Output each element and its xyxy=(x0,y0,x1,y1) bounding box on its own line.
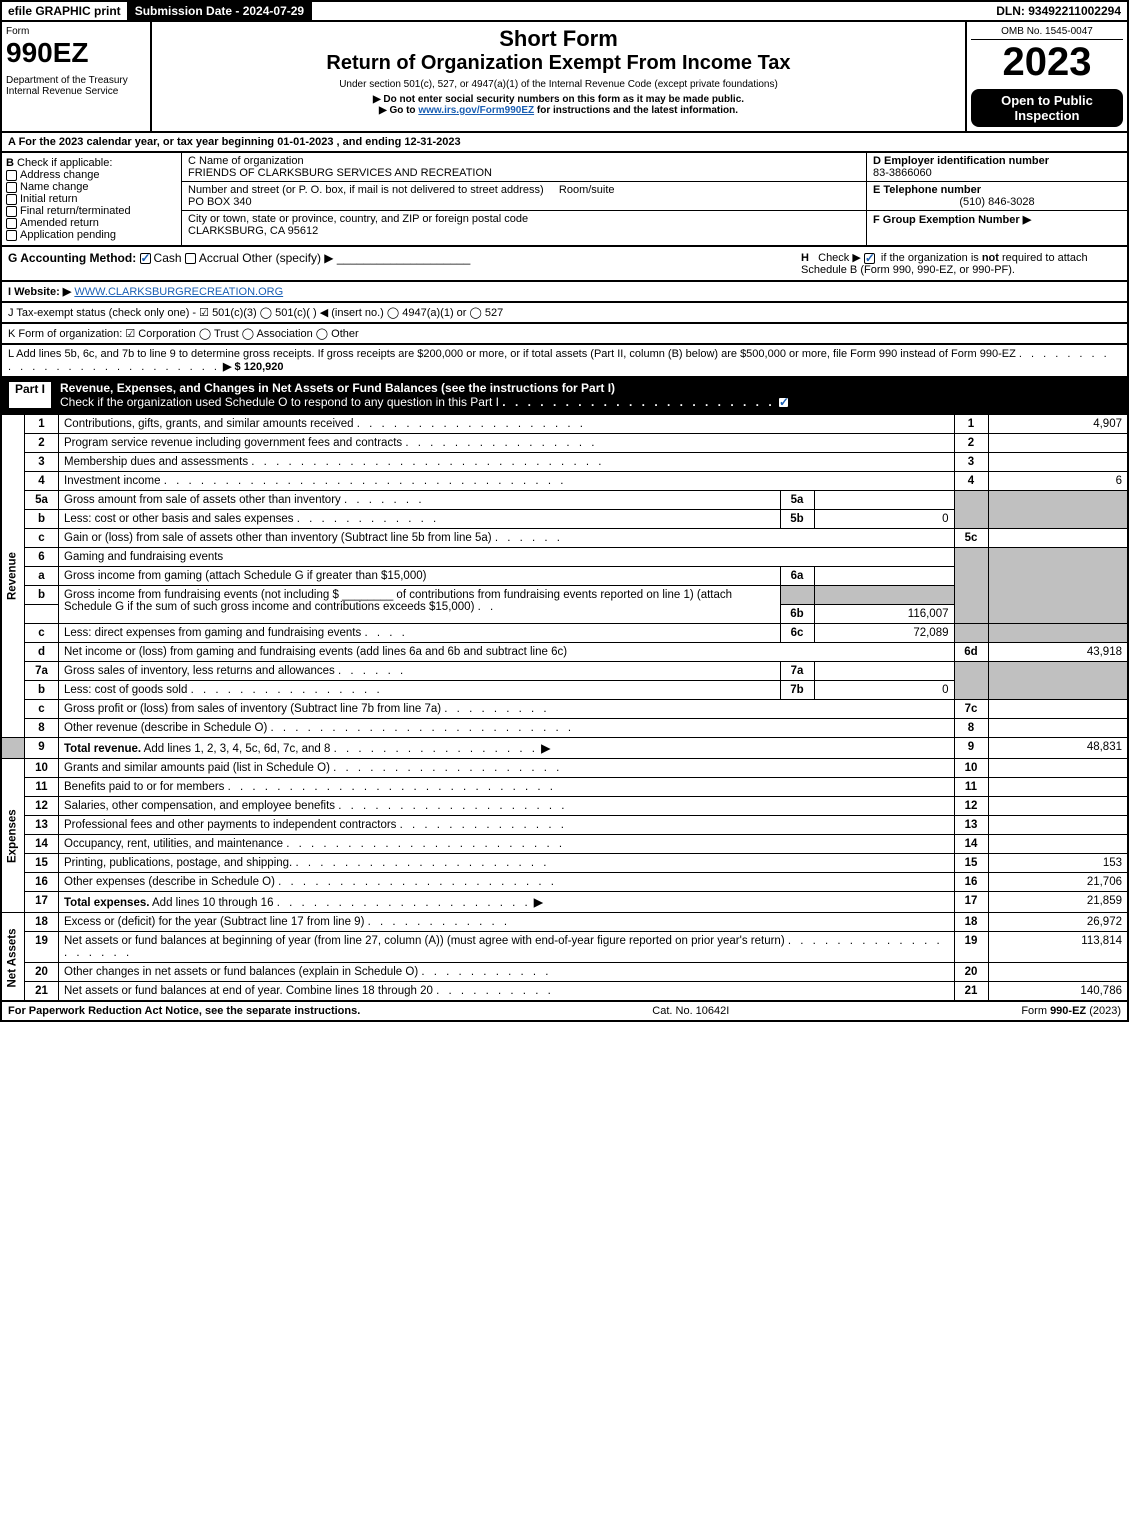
submission-date: Submission Date - 2024-07-29 xyxy=(129,2,312,20)
form-word: Form xyxy=(6,26,146,37)
revenue-label: Revenue xyxy=(1,415,25,738)
line-17-val: 21,859 xyxy=(988,892,1128,913)
col-b: B Check if applicable: Address change Na… xyxy=(2,153,182,245)
tax-year: 2023 xyxy=(971,40,1123,85)
row-l: L Add lines 5b, 6c, and 7b to line 9 to … xyxy=(0,345,1129,378)
row-i: I Website: ▶ WWW.CLARKSBURGRECREATION.OR… xyxy=(0,282,1129,303)
part1-header: Part I Revenue, Expenses, and Changes in… xyxy=(0,378,1129,414)
line-7b-val: 0 xyxy=(814,681,954,700)
form-header: Form 990EZ Department of the Treasury In… xyxy=(0,22,1129,133)
line-16-val: 21,706 xyxy=(988,873,1128,892)
phone: (510) 846-3028 xyxy=(873,196,1121,208)
line-18-val: 26,972 xyxy=(988,913,1128,932)
dept-line1: Department of the Treasury xyxy=(6,75,146,86)
cash-checkbox[interactable] xyxy=(140,253,151,264)
form-number: 990EZ xyxy=(6,37,146,69)
line-6b-val: 116,007 xyxy=(814,605,954,624)
subtitle: Under section 501(c), 527, or 4947(a)(1)… xyxy=(156,79,961,90)
part1-table: Revenue 1Contributions, gifts, grants, a… xyxy=(0,414,1129,1002)
row-j: J Tax-exempt status (check only one) - ☑… xyxy=(0,303,1129,324)
title-return: Return of Organization Exempt From Incom… xyxy=(156,52,961,75)
dept-line2: Internal Revenue Service xyxy=(6,86,146,97)
line-19-val: 113,814 xyxy=(988,932,1128,963)
page-footer: For Paperwork Reduction Act Notice, see … xyxy=(0,1002,1129,1022)
omb: OMB No. 1545-0047 xyxy=(971,26,1123,40)
efile-print[interactable]: efile GRAPHIC print xyxy=(2,2,129,20)
top-bar: efile GRAPHIC print Submission Date - 20… xyxy=(0,0,1129,22)
col-c: C Name of organizationFRIENDS OF CLARKSB… xyxy=(182,153,867,245)
row-h: H Check ▶ if the organization is not req… xyxy=(801,251,1121,276)
org-street: PO BOX 340 xyxy=(188,196,252,208)
warn-ssn: ▶ Do not enter social security numbers o… xyxy=(156,94,961,105)
line-6c-val: 72,089 xyxy=(814,624,954,643)
line-15-val: 153 xyxy=(988,854,1128,873)
h-checkbox[interactable] xyxy=(864,253,875,264)
dln: DLN: 93492211002294 xyxy=(990,2,1127,20)
title-short-form: Short Form xyxy=(156,26,961,52)
org-name: FRIENDS OF CLARKSBURG SERVICES AND RECRE… xyxy=(188,167,492,179)
line-9-val: 48,831 xyxy=(988,738,1128,759)
group-exemption: F Group Exemption Number ▶ xyxy=(873,214,1031,226)
col-def: D Employer identification number83-38660… xyxy=(867,153,1127,245)
line-4-val: 6 xyxy=(988,472,1128,491)
warn-goto: ▶ Go to www.irs.gov/Form990EZ for instru… xyxy=(156,105,961,116)
line-21-val: 140,786 xyxy=(988,982,1128,1002)
line-6d-val: 43,918 xyxy=(988,643,1128,662)
row-g-h: G Accounting Method: Cash Accrual Other … xyxy=(0,247,1129,282)
line-5b-val: 0 xyxy=(814,510,954,529)
expenses-label: Expenses xyxy=(1,759,25,913)
ein: 83-3866060 xyxy=(873,167,932,179)
row-k: K Form of organization: ☑ Corporation ◯ … xyxy=(0,324,1129,345)
row-a: A For the 2023 calendar year, or tax yea… xyxy=(0,133,1129,153)
irs-link[interactable]: www.irs.gov/Form990EZ xyxy=(418,105,534,116)
line-1-val: 4,907 xyxy=(988,415,1128,434)
accrual-checkbox[interactable] xyxy=(185,253,196,264)
website-link[interactable]: WWW.CLARKSBURGRECREATION.ORG xyxy=(74,286,283,298)
schedule-o-checkbox[interactable] xyxy=(778,397,789,408)
org-city: CLARKSBURG, CA 95612 xyxy=(188,225,318,237)
section-bcdef: B Check if applicable: Address change Na… xyxy=(0,153,1129,247)
netassets-label: Net Assets xyxy=(1,913,25,1002)
open-public-pill: Open to Public Inspection xyxy=(971,89,1123,127)
